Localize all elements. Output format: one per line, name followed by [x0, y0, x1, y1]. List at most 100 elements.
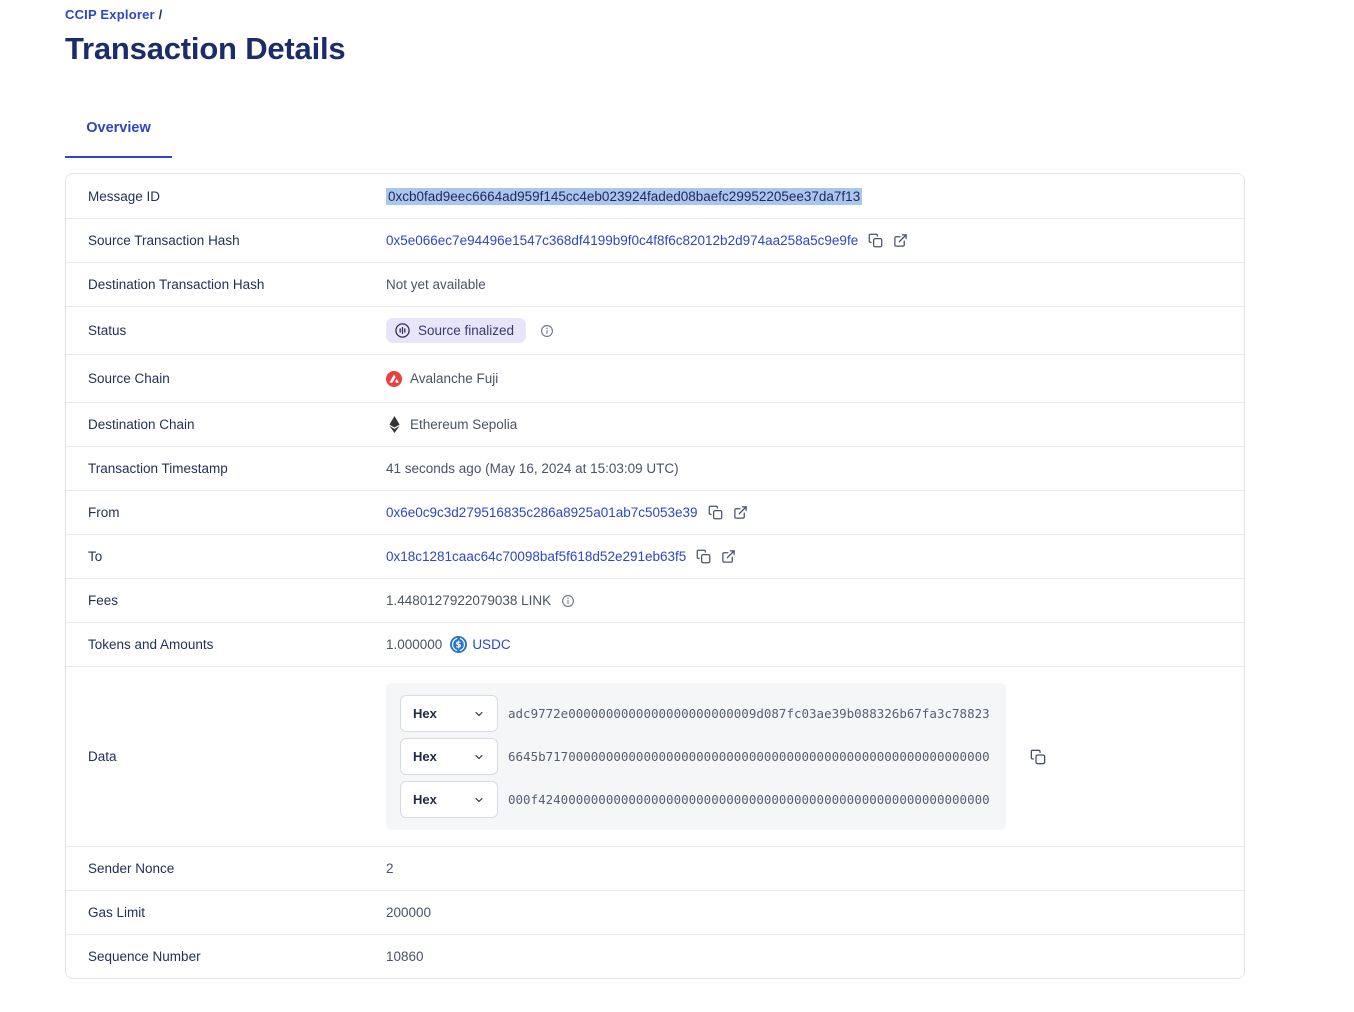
sequence-number-value: 10860	[386, 949, 424, 964]
row-value: 0xcb0fad9eec6664ad959f145cc4eb023924fade…	[386, 187, 1244, 205]
gas-limit-value: 200000	[386, 905, 432, 920]
copy-icon[interactable]	[696, 549, 711, 564]
row-label: Source Transaction Hash	[88, 233, 240, 248]
chevron-down-icon	[473, 751, 485, 763]
tab-bar: Overview	[65, 119, 1245, 158]
copy-icon[interactable]	[868, 233, 883, 248]
message-id-value: 0xcb0fad9eec6664ad959f145cc4eb023924fade…	[386, 187, 863, 205]
row-source-tx-hash: Source Transaction Hash 0x5e066ec7e94496…	[66, 218, 1244, 262]
data-hex-word: 6645b71700000000000000000000000000000000…	[508, 749, 990, 764]
row-label: Gas Limit	[88, 905, 146, 920]
external-link-icon[interactable]	[721, 549, 736, 564]
source-chain-name: Avalanche Fuji	[410, 371, 499, 386]
row-value: 0x5e066ec7e94496e1547c368df4199b9f0c4f8f…	[386, 233, 1244, 248]
data-hex-panel: Hex adc9772e0000000000000000000000009d08…	[386, 683, 1006, 830]
copy-icon[interactable]	[708, 505, 723, 520]
token-symbol: USDC	[472, 637, 511, 652]
breadcrumb-separator: /	[158, 7, 163, 22]
copy-icon[interactable]	[1030, 749, 1046, 765]
svg-text:$: $	[456, 641, 462, 651]
fees-value: 1.4480127922079038 LINK	[386, 593, 552, 608]
data-line: Hex adc9772e0000000000000000000000009d08…	[400, 692, 992, 735]
row-label: To	[88, 549, 103, 564]
status-info-icon[interactable]	[540, 324, 554, 338]
source-tx-hash-link[interactable]: 0x5e066ec7e94496e1547c368df4199b9f0c4f8f…	[386, 233, 859, 248]
tab-overview[interactable]: Overview	[65, 120, 172, 158]
row-label: Fees	[88, 593, 119, 608]
token-link[interactable]: $ USDC	[450, 636, 511, 653]
row-label: Data	[88, 749, 117, 764]
row-to: To 0x18c1281caac64c70098baf5f618d52e291e…	[66, 534, 1244, 578]
row-label: Sender Nonce	[88, 861, 175, 876]
chevron-down-icon	[473, 708, 485, 720]
row-label: Message ID	[88, 188, 161, 204]
row-label: Tokens and Amounts	[88, 637, 214, 652]
row-value: Hex adc9772e0000000000000000000000009d08…	[386, 683, 1244, 830]
row-value: 2	[386, 861, 1244, 876]
hex-format-label: Hex	[413, 706, 437, 721]
dest-chain-name: Ethereum Sepolia	[410, 417, 518, 432]
dest-tx-hash-value: Not yet available	[386, 277, 486, 292]
row-dest-chain: Destination Chain Ethereum Sepolia	[66, 402, 1244, 446]
row-value: 1.4480127922079038 LINK	[386, 593, 1244, 608]
hex-format-label: Hex	[413, 792, 437, 807]
sender-nonce-value: 2	[386, 861, 394, 876]
row-source-chain: Source Chain Avalanche Fuji	[66, 354, 1244, 402]
from-address-link[interactable]: 0x6e0c9c3d279516835c286a8925a01ab7c5053e…	[386, 505, 698, 520]
status-badge-label: Source finalized	[418, 323, 515, 338]
tab-divider	[65, 157, 1245, 158]
breadcrumb: CCIP Explorer /	[65, 7, 1245, 22]
row-label: Sequence Number	[88, 949, 201, 964]
row-dest-tx-hash: Destination Transaction Hash Not yet ava…	[66, 262, 1244, 306]
row-label: Status	[88, 323, 127, 338]
row-timestamp: Transaction Timestamp 41 seconds ago (Ma…	[66, 446, 1244, 490]
row-label: Transaction Timestamp	[88, 461, 228, 476]
row-value: 0x6e0c9c3d279516835c286a8925a01ab7c5053e…	[386, 505, 1244, 520]
row-sequence-number: Sequence Number 10860	[66, 934, 1244, 978]
external-link-icon[interactable]	[733, 505, 748, 520]
row-from: From 0x6e0c9c3d279516835c286a8925a01ab7c…	[66, 490, 1244, 534]
row-value: 41 seconds ago (May 16, 2024 at 15:03:09…	[386, 461, 1244, 476]
hex-format-dropdown[interactable]: Hex	[400, 781, 498, 818]
data-line: Hex 000f42400000000000000000000000000000…	[400, 778, 992, 821]
row-message-id: Message ID 0xcb0fad9eec6664ad959f145cc4e…	[66, 174, 1244, 218]
usdc-logo-icon: $	[450, 636, 468, 653]
to-address-link[interactable]: 0x18c1281caac64c70098baf5f618d52e291eb63…	[386, 549, 687, 564]
row-value: 0x18c1281caac64c70098baf5f618d52e291eb63…	[386, 549, 1244, 564]
ethereum-logo-icon	[386, 416, 402, 433]
breadcrumb-link-ccip-explorer[interactable]: CCIP Explorer	[65, 7, 155, 22]
data-hex-word: adc9772e0000000000000000000000009d087fc0…	[508, 706, 990, 721]
row-label: Destination Chain	[88, 417, 195, 432]
hex-format-dropdown[interactable]: Hex	[400, 695, 498, 732]
row-gas-limit: Gas Limit 200000	[66, 890, 1244, 934]
fees-info-icon[interactable]	[561, 594, 575, 608]
timestamp-value: 41 seconds ago (May 16, 2024 at 15:03:09…	[386, 461, 679, 476]
hex-format-dropdown[interactable]: Hex	[400, 738, 498, 775]
row-value: 10860	[386, 949, 1244, 964]
main-content: CCIP Explorer / Transaction Details Over…	[65, 7, 1245, 979]
row-sender-nonce: Sender Nonce 2	[66, 846, 1244, 890]
token-amount: 1.000000	[386, 637, 443, 652]
status-badge: Source finalized	[386, 318, 527, 343]
row-value: Avalanche Fuji	[386, 370, 1244, 387]
page-title: Transaction Details	[65, 31, 346, 66]
row-data: Data Hex adc9772e00000000000000000000000…	[66, 666, 1244, 846]
row-fees: Fees 1.4480127922079038 LINK	[66, 578, 1244, 622]
hex-format-label: Hex	[413, 749, 437, 764]
data-hex-word: 000f424000000000000000000000000000000000…	[508, 792, 990, 807]
row-label: Source Chain	[88, 371, 170, 386]
row-tokens: Tokens and Amounts 1.000000 $ USDC	[66, 622, 1244, 666]
row-label: From	[88, 505, 120, 520]
row-value: 200000	[386, 905, 1244, 920]
external-link-icon[interactable]	[893, 233, 908, 248]
transaction-details-card: Message ID 0xcb0fad9eec6664ad959f145cc4e…	[65, 173, 1245, 979]
data-line: Hex 6645b7170000000000000000000000000000…	[400, 735, 992, 778]
row-status: Status Source finalized	[66, 306, 1244, 354]
row-value: Not yet available	[386, 277, 1244, 292]
row-value: Source finalized	[386, 318, 1244, 343]
chevron-down-icon	[473, 794, 485, 806]
finality-icon	[394, 322, 411, 339]
row-label: Destination Transaction Hash	[88, 277, 265, 292]
row-value: 1.000000 $ USDC	[386, 636, 1244, 653]
